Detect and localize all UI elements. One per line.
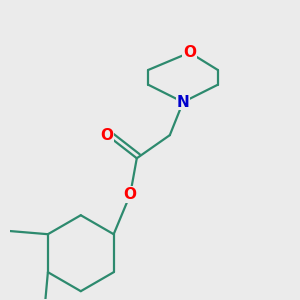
Text: O: O <box>124 187 137 202</box>
Text: O: O <box>100 128 114 142</box>
Text: O: O <box>183 45 196 60</box>
Text: N: N <box>177 94 189 110</box>
